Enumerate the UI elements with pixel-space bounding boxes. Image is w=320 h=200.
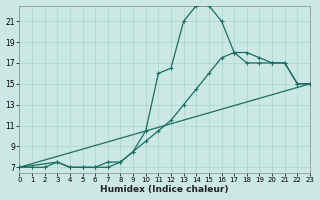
X-axis label: Humidex (Indice chaleur): Humidex (Indice chaleur) [100, 185, 229, 194]
